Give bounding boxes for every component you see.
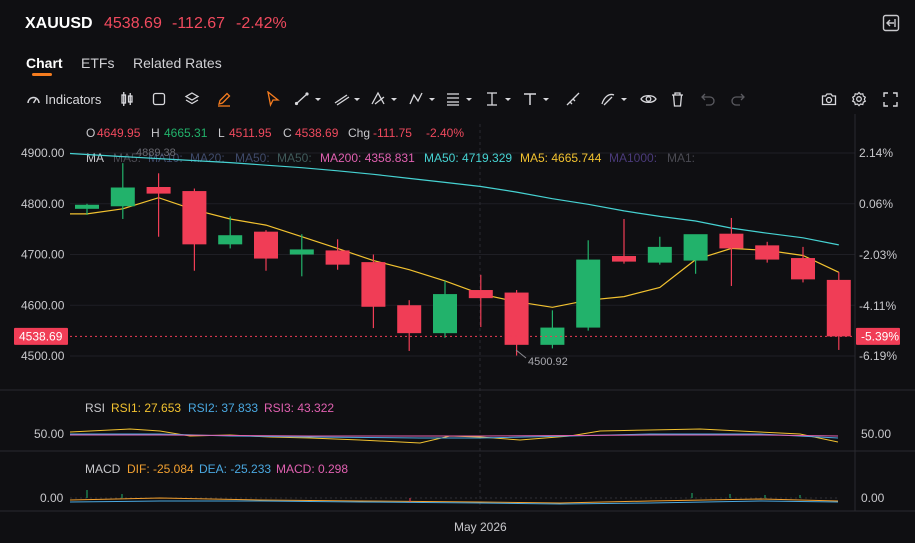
candle-body — [576, 259, 601, 328]
rectangle-tool-icon[interactable] — [152, 86, 166, 112]
svg-text:-5.39%: -5.39% — [861, 329, 899, 343]
active-tab-indicator — [32, 73, 52, 76]
drawing-toolbar: Indicators — [0, 86, 915, 112]
last-price: 4538.69 — [104, 15, 162, 32]
pattern-tool-icon[interactable] — [408, 86, 438, 112]
tab-etfs[interactable]: ETFs — [81, 55, 115, 71]
redo-icon[interactable] — [730, 86, 746, 112]
candle-body — [468, 290, 493, 299]
percent-tick-label: 0.06% — [859, 197, 893, 211]
time-axis-label: May 2026 — [454, 520, 507, 534]
macd-dif-line — [69, 497, 839, 504]
text-tool-icon[interactable] — [522, 86, 552, 112]
price-tick-label: 4600.00 — [21, 298, 65, 312]
candle-body — [540, 327, 565, 345]
candle-body — [325, 250, 350, 265]
macd-axis-label-right: 0.00 — [861, 491, 885, 505]
vertical-line-tool-icon[interactable] — [484, 86, 514, 112]
price-change-pct: -2.42% — [236, 15, 287, 32]
high-marker-label: 4889.38 — [136, 147, 176, 159]
chart-canvas[interactable]: 4900.00 4800.00 4700.00 4600.00 4500.00 2.14… — [0, 114, 915, 543]
brush-tool-icon[interactable] — [600, 86, 630, 112]
price-tick-label: 4800.00 — [21, 197, 65, 211]
price-tick-label: 4900.00 — [21, 146, 65, 160]
rsi-legend: RSI RSI1: 27.653 RSI2: 37.833 RSI3: 43.3… — [85, 401, 334, 415]
candle-body — [110, 187, 135, 207]
fibonacci-tool-icon[interactable] — [445, 86, 475, 112]
rsi-axis-label-left: 50.00 — [34, 427, 64, 441]
candle-body — [647, 246, 672, 263]
ohlc-legend: O 4649.95 H 4665.31 L 4511.95 C 4538.69 … — [86, 126, 464, 140]
low-marker-label: 4500.92 — [528, 356, 568, 368]
price-tick-label: 4500.00 — [21, 349, 65, 363]
candle-body — [719, 233, 744, 249]
current-price-tag: 4538.69 — [14, 327, 68, 345]
indicators-label: Indicators — [45, 91, 102, 107]
candle-body — [75, 204, 99, 209]
macd-histogram — [86, 490, 801, 502]
draw-pen-icon[interactable] — [216, 86, 232, 112]
rsi3-line — [70, 434, 839, 437]
ma-legend: MA MA5: MA10: MA20: MA50: MA50: MA200: 4… — [86, 151, 695, 165]
symbol-label: XAUUSD — [25, 15, 93, 32]
price-tick-label: 4700.00 — [21, 248, 65, 262]
tab-related-rates[interactable]: Related Rates — [133, 55, 222, 71]
percent-tick-label: -6.19% — [859, 349, 897, 363]
macd-legend: MACD DIF: -25.084 DEA: -25.233 MACD: 0.2… — [85, 462, 348, 476]
candle-body — [683, 234, 708, 261]
candle-body — [755, 245, 780, 260]
candle-body — [504, 292, 529, 345]
candle-body — [612, 256, 636, 262]
camera-icon[interactable] — [821, 86, 837, 112]
candle-body — [791, 258, 815, 280]
candle-body — [361, 262, 386, 307]
tab-chart[interactable]: Chart — [26, 55, 63, 71]
undo-icon[interactable] — [700, 86, 716, 112]
collapse-panel-icon[interactable] — [882, 14, 900, 32]
candle-body — [826, 279, 851, 337]
gauge-icon — [27, 96, 40, 103]
low-marker-line — [515, 349, 527, 359]
candle-body — [218, 235, 243, 245]
eye-icon[interactable] — [640, 86, 657, 112]
current-pct-tag: -5.39% — [856, 327, 900, 345]
percent-tick-label: 2.14% — [859, 146, 893, 160]
macd-dea-line — [69, 500, 839, 505]
price-axis: 4900.00 4800.00 4700.00 4600.00 4500.00 — [21, 146, 65, 363]
candlestick-type-icon[interactable] — [119, 86, 135, 112]
indicators-button[interactable]: Indicators — [26, 86, 101, 112]
trendline-tool-icon[interactable] — [294, 86, 324, 112]
trash-icon[interactable] — [670, 86, 685, 112]
macd-axis-label-left: 0.00 — [40, 491, 64, 505]
candle-body — [397, 305, 422, 334]
cursor-icon[interactable] — [266, 86, 280, 112]
svg-text:4538.69: 4538.69 — [19, 329, 63, 343]
candle-body — [433, 294, 457, 334]
percent-tick-label: -2.03% — [859, 248, 897, 262]
fullscreen-icon[interactable] — [883, 86, 898, 112]
ma50-line — [69, 152, 839, 246]
candle-body — [289, 249, 314, 255]
percent-axis: 2.14% 0.06% -2.03% -4.11% -6.19% — [859, 146, 897, 363]
candles — [75, 163, 851, 356]
measure-tool-icon[interactable] — [565, 86, 581, 112]
gear-icon[interactable] — [851, 86, 867, 112]
candle-body — [182, 191, 207, 245]
layers-icon[interactable] — [184, 86, 200, 112]
percent-tick-label: -4.11% — [859, 299, 896, 313]
candle-body — [146, 187, 171, 194]
candle-body — [254, 231, 278, 259]
ray-tool-icon[interactable] — [333, 86, 363, 112]
price-change: -112.67 — [172, 15, 226, 32]
rsi-axis-label-right: 50.00 — [861, 427, 891, 441]
triangle-tool-icon[interactable] — [370, 86, 400, 112]
